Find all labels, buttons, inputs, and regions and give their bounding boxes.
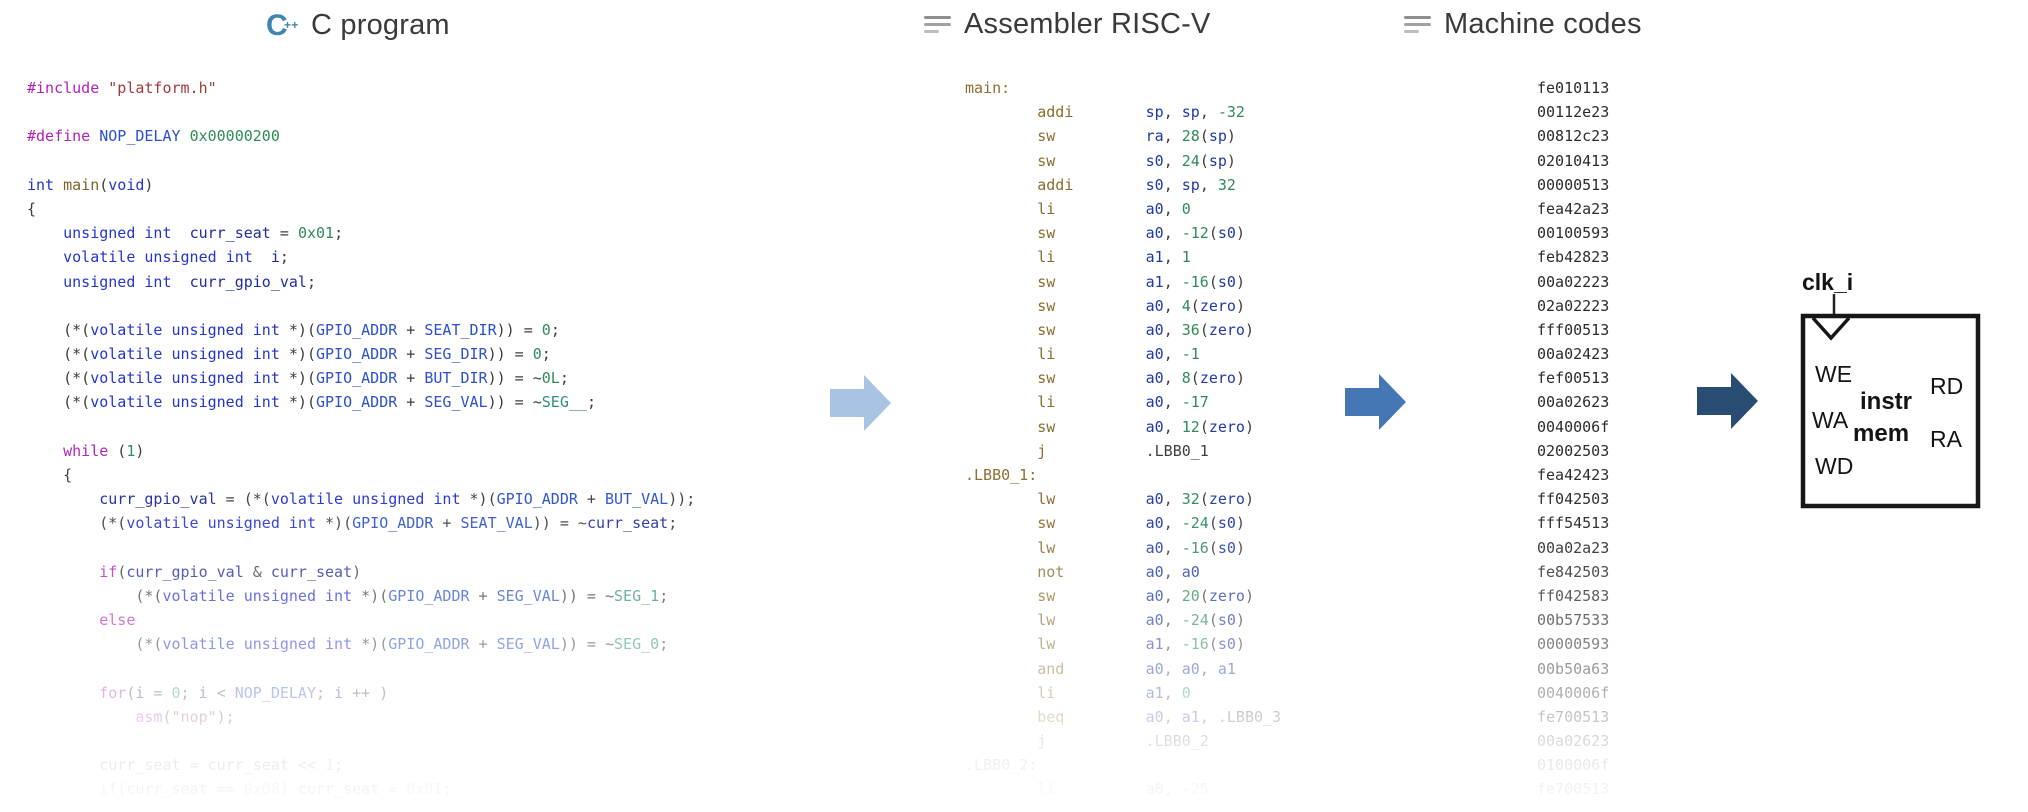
c-program-header: C ++ C program xyxy=(266,8,450,43)
port-ra-label: RA xyxy=(1930,426,1963,452)
arrow-shape xyxy=(830,375,891,431)
instr-label: instr xyxy=(1860,388,1912,415)
assembler-title: Assembler RISC-V xyxy=(964,8,1211,40)
cpp-logo-plus: ++ xyxy=(284,18,298,32)
riscv-assembly-code: main: addi sp, sp, -32 sw ra, 28(sp) sw … xyxy=(965,79,1282,799)
arrow-icon-assembler-to-machine xyxy=(1345,374,1406,430)
cpp-logo-letter: C xyxy=(266,9,288,42)
mem-label: mem xyxy=(1853,420,1909,447)
arrow-shape xyxy=(1345,374,1406,430)
instr-mem-block-diagram: clk_i WE RD instr WA mem RA WD xyxy=(1800,269,1981,509)
port-we-label: WE xyxy=(1815,361,1852,387)
arrow-icon-machine-to-memory xyxy=(1697,373,1758,429)
clock-edge-triangle-icon xyxy=(1811,316,1851,341)
machine-code-list: fe010113 00112e23 00812c23 02010413 00000513… xyxy=(1537,79,1610,799)
machine-codes-title: Machine codes xyxy=(1444,8,1642,40)
instr-mem-box xyxy=(1800,313,1981,509)
machine-codes-header: Machine codes xyxy=(1404,8,1642,41)
cpp-logo-icon: C ++ xyxy=(266,9,298,42)
port-rd-label: RD xyxy=(1930,373,1963,399)
c-source-code: #include "platform.h" #define NOP_DELAY 0… xyxy=(27,79,696,799)
list-icon xyxy=(924,16,951,33)
port-wa-label: WA xyxy=(1812,407,1849,433)
arrow-icon-c-to-assembler xyxy=(830,375,891,431)
assembler-header: Assembler RISC-V xyxy=(924,8,1211,41)
list-icon xyxy=(1404,16,1431,33)
arrow-shape xyxy=(1697,373,1758,429)
c-program-title: C program xyxy=(311,8,450,41)
port-wd-label: WD xyxy=(1815,453,1853,479)
clk-input-label: clk_i xyxy=(1802,269,1853,295)
